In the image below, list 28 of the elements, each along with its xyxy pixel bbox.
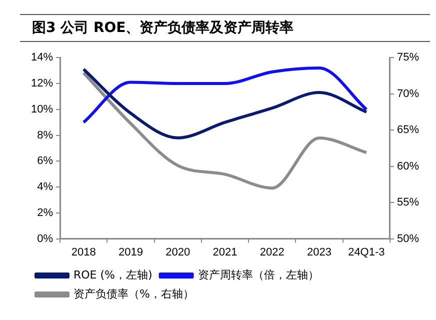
line-series: [82, 66, 368, 124]
y-tick-label: 12%: [30, 78, 54, 90]
y2-tick-label: 55%: [396, 196, 420, 209]
y-tick-label: 6%: [37, 155, 54, 168]
line-series: [82, 71, 368, 190]
chart-title: 图3 公司 ROE、资产负债率及资产周转率: [20, 14, 430, 42]
x-tick-label: 2021: [212, 246, 238, 258]
y2-tick-label: 60%: [396, 160, 420, 172]
y-tick-label: 14%: [30, 52, 54, 64]
y2-tick-label: 50%: [396, 232, 420, 245]
line-series: [82, 68, 368, 140]
x-tick-label: 2018: [71, 246, 96, 258]
y2-tick-label: 75%: [396, 52, 420, 64]
y2-tick-label: 65%: [396, 124, 420, 136]
y-tick-label: 4%: [37, 181, 54, 194]
y-tick-label: 2%: [37, 206, 54, 219]
y-tick-label: 8%: [37, 129, 54, 142]
x-tick-label: 2019: [118, 246, 143, 258]
legend-label: 资产周转率（倍，左轴）: [198, 268, 319, 282]
y-tick-label: 10%: [30, 103, 54, 116]
x-tick-label: 24Q1-3: [348, 246, 385, 258]
y2-tick-label: 70%: [396, 88, 420, 100]
legend-label: ROE (%，左轴): [74, 268, 152, 282]
legend-label: 资产负债率（%，右轴）: [74, 287, 194, 300]
x-tick-label: 2020: [166, 246, 190, 258]
y-tick-label: 0%: [37, 232, 54, 245]
x-tick-label: 2022: [260, 246, 284, 258]
x-tick-label: 2023: [307, 246, 332, 258]
